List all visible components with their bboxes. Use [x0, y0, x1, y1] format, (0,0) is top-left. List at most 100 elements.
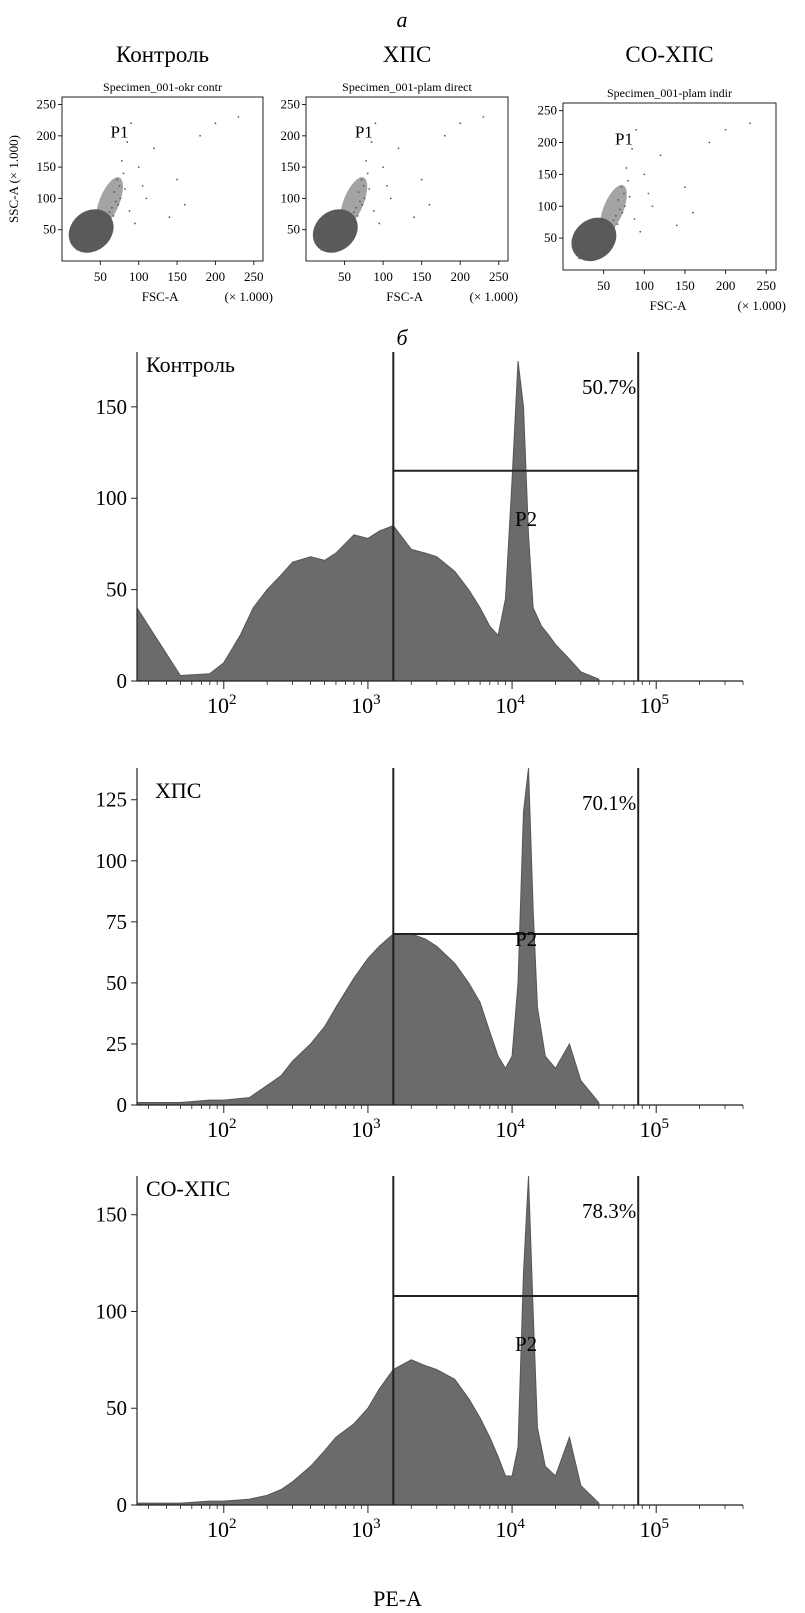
- histogram-y-tick-label: 0: [117, 669, 128, 693]
- scatter-point: [579, 256, 582, 259]
- scatter-point: [237, 116, 240, 118]
- scatter-point: [370, 141, 373, 143]
- scatter-point: [600, 242, 603, 245]
- scatter-x-scale-label: (× 1.000): [225, 289, 274, 304]
- scatter-y-tick-label: 200: [37, 128, 57, 143]
- scatter-x-tick-label: 150: [167, 269, 187, 284]
- scatter-y-tick-label: 50: [287, 222, 300, 237]
- scatter-point: [602, 240, 605, 243]
- scatter-point: [97, 233, 99, 236]
- scatter-point: [459, 122, 462, 125]
- scatter-point: [596, 237, 599, 240]
- scatter-y-tick-label: 50: [544, 230, 557, 245]
- scatter-x-label: FSC-A: [650, 298, 687, 313]
- scatter-point: [324, 241, 327, 244]
- scatter-y-tick-label: 100: [538, 198, 558, 213]
- scatter-point: [103, 235, 106, 237]
- histogram-x-tick-label: 103: [351, 692, 381, 718]
- scatter-point: [356, 215, 359, 217]
- scatter-point: [145, 197, 148, 200]
- scatter-point: [357, 191, 360, 194]
- scatter-point: [77, 247, 80, 250]
- scatter-point: [372, 210, 375, 212]
- scatter-y-tick-label: 50: [43, 222, 56, 237]
- scatter-point: [610, 230, 613, 233]
- scatter-point: [199, 134, 201, 137]
- scatter-gate-label: P1: [355, 123, 373, 142]
- scatter-point: [95, 225, 98, 228]
- histogram-area: [136, 767, 600, 1106]
- scatter-point: [95, 241, 98, 244]
- scatter-point: [382, 166, 384, 169]
- scatter-y-tick-label: 100: [37, 190, 57, 205]
- scatter-point: [133, 222, 136, 225]
- scatter-x-tick-label: 200: [450, 269, 470, 284]
- histogram-y-tick-label: 50: [106, 1396, 127, 1420]
- histogram-y-tick-label: 0: [117, 1493, 128, 1517]
- scatter-point: [633, 218, 636, 220]
- scatter-point: [749, 122, 751, 125]
- scatter-point: [84, 246, 86, 249]
- scatter-point: [617, 198, 620, 201]
- scatter-point: [586, 240, 589, 243]
- gate-name-label: P2: [515, 927, 537, 951]
- scatter-x-tick-label: 250: [756, 278, 776, 293]
- scatter-point: [99, 231, 102, 234]
- scatter-plot-3: СО-ХПС Specimen_001-plam indir 50 100 150 200…: [538, 42, 787, 313]
- scatter-x-tick-label: 50: [338, 269, 351, 284]
- scatter-point: [112, 215, 115, 217]
- scatter-point: [130, 122, 132, 125]
- scatter-x-tick-label: 100: [373, 269, 393, 284]
- histogram-x-tick-label: 103: [351, 1516, 381, 1542]
- scatter-frame: [61, 96, 264, 262]
- panel-a-label: а: [397, 7, 408, 32]
- scatter-point: [76, 248, 79, 251]
- scatter-point: [363, 197, 366, 200]
- histogram-x-tick-label: 102: [207, 692, 237, 718]
- gate-percent-label: 78.3%: [582, 1199, 636, 1223]
- scatter-point: [592, 253, 595, 255]
- scatter-point: [128, 210, 131, 212]
- scatter-point: [214, 122, 217, 125]
- scatter-point: [141, 184, 144, 187]
- histogram-plot-2: 0 25 50 75 100 125 102 103 104 105 P2 70.1% ХПС: [96, 767, 744, 1142]
- scatter-point: [332, 241, 335, 244]
- scatter-y-tick-label: 150: [538, 166, 558, 181]
- scatter-point: [684, 186, 686, 189]
- scatter-point: [620, 186, 623, 189]
- scatter-point: [90, 244, 93, 247]
- scatter-point: [482, 116, 485, 118]
- panel-b-label: б: [396, 325, 408, 350]
- scatter-point: [118, 184, 121, 187]
- scatter-point: [109, 218, 112, 221]
- scatter-point: [117, 203, 119, 206]
- scatter-point: [335, 238, 338, 240]
- gate-name-label: P2: [515, 507, 537, 531]
- scatter-point: [328, 231, 331, 234]
- scatter-x-tick-label: 150: [675, 278, 695, 293]
- scatter-point: [100, 221, 103, 224]
- scatter-frame: [305, 96, 509, 262]
- scatter-density-tail: [340, 177, 368, 226]
- scatter-point: [359, 200, 361, 203]
- scatter-point: [103, 216, 106, 219]
- scatter-point: [339, 241, 342, 244]
- scatter-point: [621, 211, 624, 214]
- scatter-title: Specimen_001-plam direct: [342, 80, 472, 94]
- scatter-point: [368, 188, 371, 190]
- histogram-x-tick-label: 104: [495, 1516, 525, 1542]
- scatter-point: [119, 197, 122, 200]
- scatter-gate-label: P1: [615, 129, 633, 148]
- histogram-y-tick-label: 125: [96, 788, 128, 812]
- scatter-point: [613, 227, 616, 229]
- scatter-point: [631, 147, 634, 150]
- scatter-point: [443, 134, 446, 137]
- histogram-x-tick-label: 102: [207, 1116, 237, 1142]
- scatter-point: [647, 192, 650, 195]
- scatter-x-tick-label: 50: [94, 269, 107, 284]
- scatter-point: [114, 200, 117, 203]
- scatter-point: [584, 252, 587, 255]
- scatter-x-scale-label: (× 1.000): [738, 298, 787, 313]
- scatter-point: [604, 229, 607, 232]
- scatter-x-tick-label: 200: [716, 278, 736, 293]
